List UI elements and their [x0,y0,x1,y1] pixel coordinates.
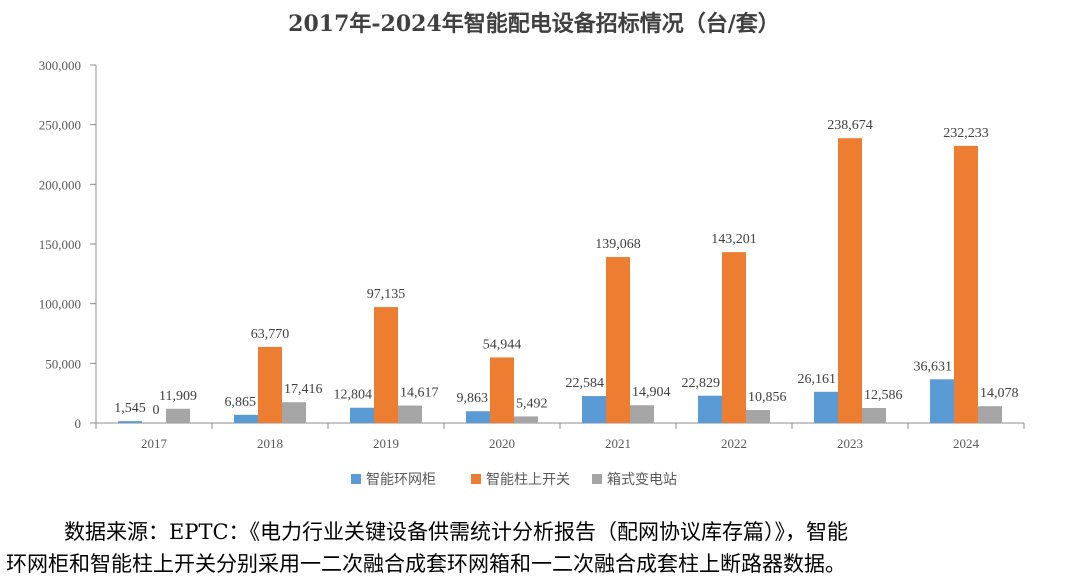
bar-1-2020 [466,411,490,423]
bar-chart: 0 50,000 100,000 150,000 200,000 250,000 300,0… [39,58,1025,488]
data-labels: 1,545 011,909 6,865 63,770 17,416 12,804 97,13… [114,118,1018,418]
source-note-line-1: 数据来源：EPTC：《电力行业关键设备供需统计分析报告（配网协议库存篇）》，智能 [64,520,849,544]
legend-swatch-1 [351,474,361,484]
bar-1-2022 [698,395,722,423]
bar-1-2023 [814,391,838,423]
bar-3-2024 [978,406,1002,423]
bar-1-2024 [930,379,954,423]
data-label-3-2022: 10,856 [748,390,787,405]
bar-3-2017 [166,408,190,423]
data-label-1-2019: 12,804 [334,388,373,403]
data-label-2-2017: 0 [153,403,160,418]
data-label-1-2023: 26,161 [798,372,837,387]
bar-3-2020 [514,416,538,423]
bar-1-2019 [350,407,374,423]
x-tick-label: 2017 [141,436,168,451]
y-axis: 0 50,000 100,000 150,000 200,000 250,000 300,0… [39,58,97,431]
data-label-3-2023: 12,586 [864,388,903,403]
legend-label-3: 箱式变电站 [607,472,677,488]
bars [118,138,1002,423]
x-tick-label: 2020 [489,436,515,451]
bar-3-2022 [746,410,770,423]
source-note: 数据来源：EPTC：《电力行业关键设备供需统计分析报告（配网协议库存篇）》，智能… [0,516,1068,580]
legend-swatch-2 [471,474,481,484]
x-tick-label: 2019 [373,436,399,451]
bar-2-2021 [606,257,630,423]
x-tick-label: 2022 [721,436,747,451]
bar-2-2022 [722,252,746,423]
x-axis: 2017 2018 2019 2020 2021 2022 2023 2024 [95,422,1025,451]
bar-2-2018 [258,346,282,423]
data-label-3-2020: 5,492 [516,396,548,411]
data-label-3-2019: 14,617 [400,386,439,401]
data-label-2-2021: 139,068 [595,237,641,252]
y-tick-label: 100,000 [39,297,81,312]
data-label-2-2024: 232,233 [943,126,989,141]
y-tick-label: 0 [75,416,82,431]
legend-label-1: 智能环网柜 [366,472,436,488]
data-label-3-2021: 14,904 [632,385,671,400]
data-label-3-2024: 14,078 [980,386,1019,401]
bar-1-2017 [118,421,142,423]
data-label-3-2018: 17,416 [284,382,323,397]
data-label-1-2022: 22,829 [682,376,721,391]
data-label-2-2018: 63,770 [251,327,290,342]
bar-1-2021 [582,396,606,423]
bar-3-2019 [398,405,422,423]
data-label-2-2022: 143,201 [711,232,757,247]
data-label-1-2017: 1,545 [114,401,146,416]
chart-title: 2017年-2024年智能配电设备招标情况（台/套） [288,11,780,37]
data-label-1-2021: 22,584 [566,376,605,391]
y-tick-label: 200,000 [39,177,81,192]
data-label-3-2017: 11,909 [159,389,197,404]
data-label-1-2024: 36,631 [914,359,953,374]
y-tick-label: 300,000 [39,58,81,73]
bar-2-2020 [490,357,514,423]
y-tick-label: 250,000 [39,118,81,133]
bar-3-2018 [282,402,306,423]
legend: 智能环网柜 智能柱上开关 箱式变电站 [351,472,677,488]
bar-2-2023 [838,138,862,423]
data-label-1-2020: 9,863 [457,391,489,406]
data-label-2-2019: 97,135 [367,287,406,302]
bar-2-2024 [954,145,978,423]
x-tick-label: 2024 [953,436,980,451]
data-label-1-2018: 6,865 [225,395,257,410]
data-label-2-2023: 238,674 [827,118,873,133]
x-tick-label: 2021 [605,436,631,451]
x-tick-label: 2023 [837,436,863,451]
legend-label-2: 智能柱上开关 [486,472,570,488]
data-label-2-2020: 54,944 [483,337,522,352]
source-note-line-2: 环网柜和智能柱上开关分别采用一二次融合成套环网箱和一二次融合成套柱上断路器数据。 [6,552,846,576]
x-tick-label: 2018 [257,436,283,451]
legend-swatch-3 [592,474,602,484]
bar-3-2023 [862,407,886,423]
y-tick-label: 150,000 [39,237,81,252]
bar-3-2021 [630,405,654,423]
bar-1-2018 [234,414,258,423]
y-tick-label: 50,000 [45,356,81,371]
bar-2-2019 [374,307,398,423]
